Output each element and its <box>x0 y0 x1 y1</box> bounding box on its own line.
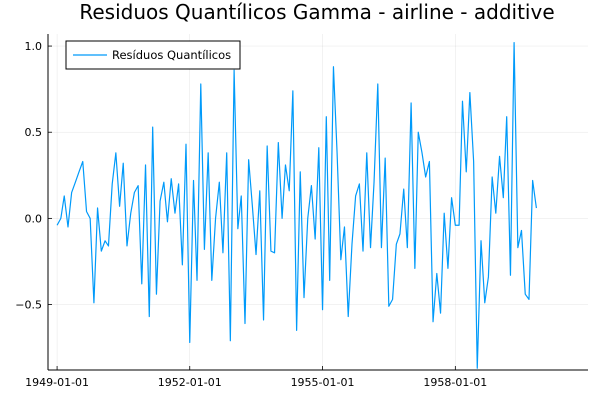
grid <box>48 34 588 370</box>
x-tick-label: 1958-01-01 <box>423 376 487 389</box>
x-tick-label: 1949-01-01 <box>25 376 89 389</box>
y-tick-label: 1.0 <box>25 40 43 53</box>
y-tick-label: 0.0 <box>25 212 43 225</box>
series-layer <box>56 42 537 369</box>
legend-entry-label: Resíduos Quantílicos <box>112 48 231 62</box>
y-tick-label: 0.5 <box>25 126 43 139</box>
y-tick-label: −0.5 <box>15 299 42 312</box>
series-line-residuos <box>56 42 537 369</box>
legend: Resíduos Quantílicos <box>65 40 241 70</box>
x-tick-label: 1952-01-01 <box>158 376 222 389</box>
chart-title: Residuos Quantílicos Gamma - airline - a… <box>79 0 554 24</box>
axes: 1949-01-01 1952-01-01 1955-01-01 1958-01-01… <box>15 34 588 389</box>
x-tick-label: 1955-01-01 <box>291 376 355 389</box>
